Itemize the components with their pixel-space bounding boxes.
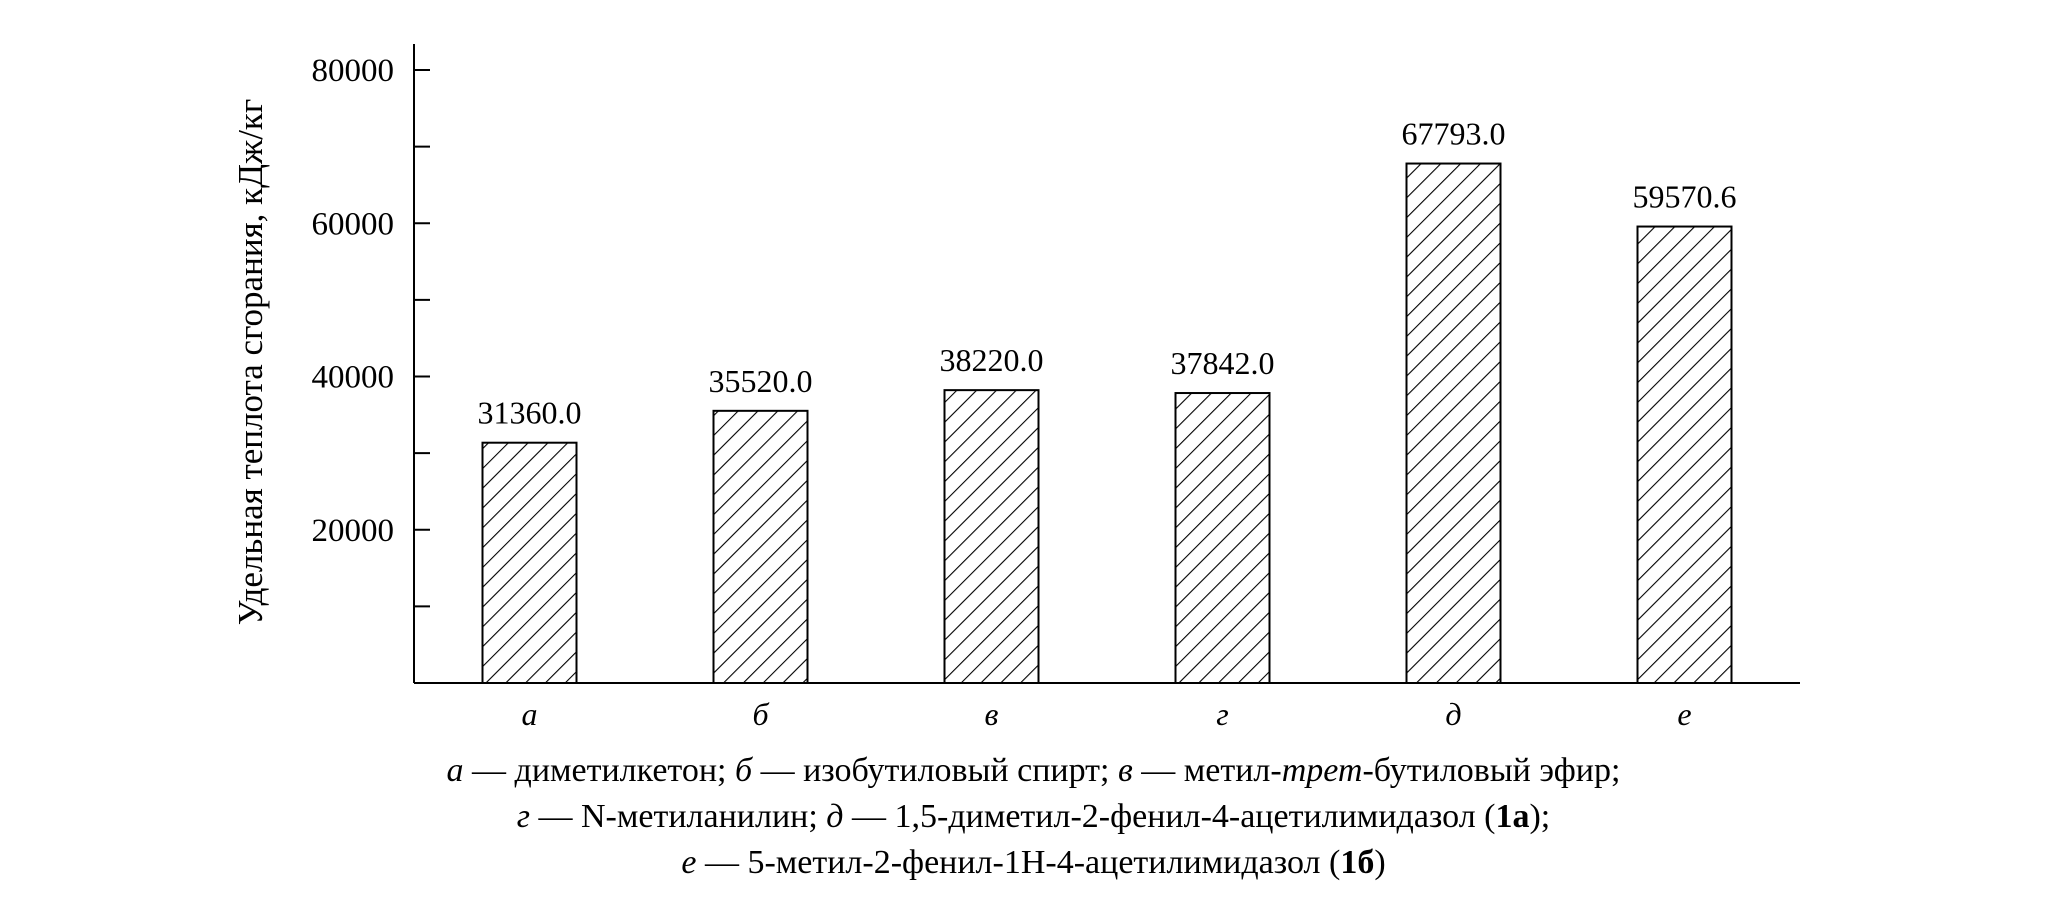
bar [943,389,1040,684]
caption-italic-tret: трет [1281,752,1363,789]
bar [1636,225,1733,684]
caption-text: — изобутиловый спирт; [752,752,1118,789]
caption-text: — 5-метил-2-фенил-1Н-4-ацетилимидазол ( [696,844,1341,881]
data-label: 37842.0 [1171,345,1275,381]
bars [481,162,1733,685]
x-tick-label: б [752,696,769,732]
caption-key-g: г [516,798,530,835]
caption-key-a: а [446,752,464,789]
caption-text: — 1,5-диметил-2-фенил-4-ацетилимидазол ( [843,798,1496,835]
caption-line-3: е — 5-метил-2-фенил-1Н-4-ацетилимидазол … [0,840,2067,886]
x-tick-label: в [985,696,999,732]
data-label: 59570.6 [1633,179,1737,215]
data-label: 35520.0 [709,363,813,399]
y-tick-label: 20000 [312,513,395,549]
bar-chart: 20000 40000 60000 80000 31360.0 35520.0 38220… [231,44,1800,732]
caption-line-1: а — диметилкетон; б — изобутиловый спирт… [0,748,2067,794]
y-axis-title: Удельная теплота сгорания, кДж/кг [231,99,270,626]
bar [712,409,809,684]
bar [1174,392,1271,684]
bar [1405,162,1502,684]
caption-text: — диметилкетон; [463,752,735,789]
x-tick-label: г [1216,696,1228,732]
y-tick-label: 40000 [312,360,395,396]
x-axis-labels: а б в г д е [522,696,1692,732]
data-label: 67793.0 [1402,116,1506,152]
y-tick-label: 60000 [312,206,395,242]
data-label: 38220.0 [940,342,1044,378]
caption-line-2: г — N-метиланилин; д — 1,5-диметил-2-фен… [0,794,2067,840]
x-tick-label: д [1445,696,1461,732]
caption-text: — метил- [1132,752,1282,789]
figure-caption: а — диметилкетон; б — изобутиловый спирт… [0,748,2067,886]
caption-key-v: в [1117,752,1133,789]
caption-key-d: д [826,798,844,835]
caption-compound-1b: 1б [1340,844,1375,881]
caption-text: -бутиловый эфир; [1362,752,1621,789]
x-tick-label: е [1677,696,1691,732]
bar [481,441,578,685]
axes [413,44,1800,684]
caption-text: — N-метиланилин; [530,798,827,835]
caption-key-e: е [681,844,697,881]
caption-text: ); [1529,798,1551,835]
caption-text: ) [1374,844,1386,881]
caption-key-b: б [734,752,753,789]
y-tick-label: 80000 [312,53,395,89]
data-label: 31360.0 [478,395,582,431]
y-axis-ticks: 20000 40000 60000 80000 [312,53,430,608]
caption-compound-1a: 1а [1495,798,1530,835]
data-labels: 31360.0 35520.0 38220.0 37842.0 67793.0 59570… [478,116,1737,431]
x-tick-label: а [522,696,538,732]
